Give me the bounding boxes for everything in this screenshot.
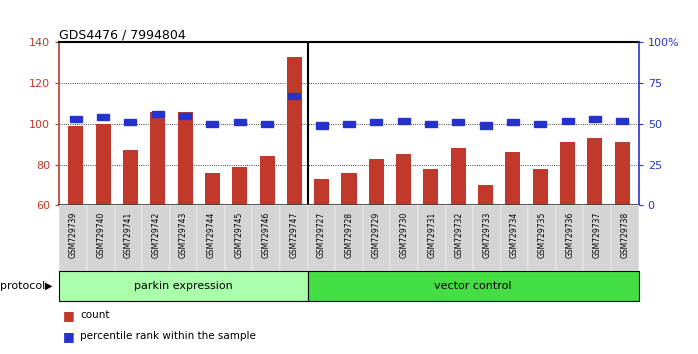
Bar bbox=[260, 156, 274, 205]
Text: parkin expression: parkin expression bbox=[134, 281, 233, 291]
Bar bbox=[533, 169, 548, 205]
Text: ▶: ▶ bbox=[45, 281, 52, 291]
Bar bbox=[371, 119, 383, 125]
Text: GSM729737: GSM729737 bbox=[593, 212, 602, 258]
Text: ■: ■ bbox=[63, 330, 75, 343]
Bar bbox=[562, 118, 574, 124]
Bar bbox=[150, 112, 165, 205]
Text: GSM729747: GSM729747 bbox=[290, 212, 298, 258]
Bar bbox=[588, 138, 602, 205]
Bar bbox=[70, 116, 82, 122]
Bar bbox=[369, 159, 384, 205]
Bar bbox=[315, 122, 327, 129]
Bar bbox=[97, 114, 109, 120]
Bar bbox=[424, 169, 438, 205]
Text: ■: ■ bbox=[63, 309, 75, 321]
Text: GSM729746: GSM729746 bbox=[262, 212, 271, 258]
Bar bbox=[124, 119, 136, 125]
Bar bbox=[341, 173, 357, 205]
Bar bbox=[314, 179, 329, 205]
Text: count: count bbox=[80, 310, 110, 320]
Text: GSM729744: GSM729744 bbox=[207, 212, 216, 258]
Bar bbox=[288, 93, 300, 99]
Bar bbox=[234, 119, 246, 125]
Bar bbox=[207, 121, 218, 127]
Bar bbox=[452, 119, 464, 125]
Text: GSM729729: GSM729729 bbox=[372, 212, 381, 258]
Text: vector control: vector control bbox=[434, 281, 512, 291]
Text: GSM729731: GSM729731 bbox=[427, 212, 436, 258]
Bar bbox=[261, 121, 273, 127]
Bar bbox=[507, 119, 519, 125]
Bar bbox=[616, 118, 628, 124]
Bar bbox=[560, 142, 575, 205]
Bar bbox=[425, 121, 437, 127]
Bar bbox=[480, 122, 491, 129]
Text: GSM729745: GSM729745 bbox=[234, 212, 243, 258]
Text: GSM729735: GSM729735 bbox=[537, 212, 547, 258]
Text: GSM729740: GSM729740 bbox=[96, 212, 105, 258]
Text: GSM729733: GSM729733 bbox=[482, 212, 491, 258]
Bar bbox=[232, 167, 247, 205]
Text: GSM729741: GSM729741 bbox=[124, 212, 133, 258]
Bar bbox=[589, 116, 601, 122]
Bar bbox=[505, 152, 521, 205]
Bar bbox=[151, 111, 164, 117]
Text: GSM729739: GSM729739 bbox=[68, 212, 77, 258]
Bar bbox=[179, 113, 191, 119]
Text: GSM729742: GSM729742 bbox=[151, 212, 161, 258]
Bar bbox=[451, 148, 466, 205]
Bar bbox=[398, 118, 410, 124]
Bar bbox=[343, 121, 355, 127]
Bar bbox=[96, 124, 110, 205]
Text: GSM729734: GSM729734 bbox=[510, 212, 519, 258]
Bar bbox=[615, 142, 630, 205]
Bar bbox=[478, 185, 493, 205]
Bar bbox=[68, 126, 83, 205]
Bar bbox=[534, 121, 547, 127]
Text: GSM729728: GSM729728 bbox=[345, 212, 353, 258]
Bar bbox=[396, 154, 411, 205]
Text: GSM729738: GSM729738 bbox=[621, 212, 630, 258]
Text: GSM729736: GSM729736 bbox=[565, 212, 574, 258]
Text: GSM729727: GSM729727 bbox=[317, 212, 326, 258]
Text: GSM729732: GSM729732 bbox=[455, 212, 464, 258]
Text: protocol: protocol bbox=[0, 281, 45, 291]
Bar bbox=[177, 112, 193, 205]
Bar bbox=[205, 173, 220, 205]
Text: GSM729743: GSM729743 bbox=[179, 212, 188, 258]
Bar bbox=[287, 57, 302, 205]
Text: GDS4476 / 7994804: GDS4476 / 7994804 bbox=[59, 28, 186, 41]
Text: percentile rank within the sample: percentile rank within the sample bbox=[80, 331, 256, 341]
Bar bbox=[123, 150, 138, 205]
Text: GSM729730: GSM729730 bbox=[400, 212, 408, 258]
